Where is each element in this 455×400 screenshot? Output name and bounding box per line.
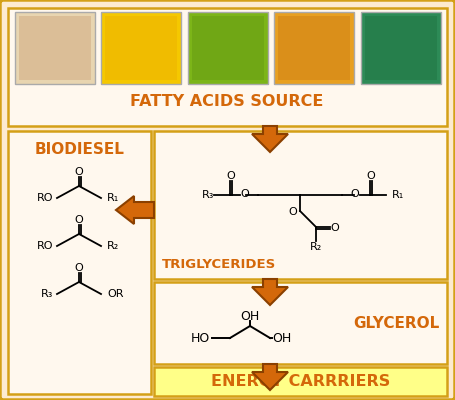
Bar [360,12,440,84]
Text: R₂: R₂ [107,241,119,251]
Text: R₁: R₁ [107,193,119,203]
Text: O: O [241,189,249,199]
Text: RO: RO [36,241,53,251]
Bar [154,131,447,279]
Text: O: O [227,171,235,181]
Polygon shape [252,126,288,152]
Bar [15,12,95,84]
Bar [8,8,447,126]
Bar [105,16,177,80]
Bar [154,367,447,396]
Bar [101,12,181,84]
Text: FATTY ACIDS SOURCE: FATTY ACIDS SOURCE [130,94,324,110]
Text: O: O [331,223,339,233]
Text: O: O [75,167,83,177]
Text: R₁: R₁ [392,190,404,200]
Polygon shape [252,279,288,305]
Bar [364,16,436,80]
Text: O: O [351,189,359,199]
Text: O: O [367,171,375,181]
Text: GLYCEROL: GLYCEROL [353,316,439,330]
Bar [274,12,354,84]
Text: O: O [288,207,298,217]
Text: O: O [75,263,83,273]
Text: HO: HO [191,332,210,344]
Text: RO: RO [36,193,53,203]
Text: BIODIESEL: BIODIESEL [35,142,124,158]
Text: O: O [75,215,83,225]
Text: OH: OH [272,332,291,344]
Bar [154,282,447,364]
Text: OR: OR [107,289,123,299]
Bar [278,16,350,80]
Text: ENERGY CARRRIERS: ENERGY CARRRIERS [211,374,390,389]
Polygon shape [116,196,154,224]
Bar [19,16,91,80]
Text: TRIGLYCERIDES: TRIGLYCERIDES [162,258,276,272]
Text: R₃: R₃ [202,190,214,200]
Polygon shape [252,364,288,390]
Bar [192,16,263,80]
Text: OH: OH [240,310,260,322]
Bar [187,12,268,84]
Text: R₃: R₃ [40,289,53,299]
Text: R₂: R₂ [310,242,322,252]
Bar [8,131,151,394]
